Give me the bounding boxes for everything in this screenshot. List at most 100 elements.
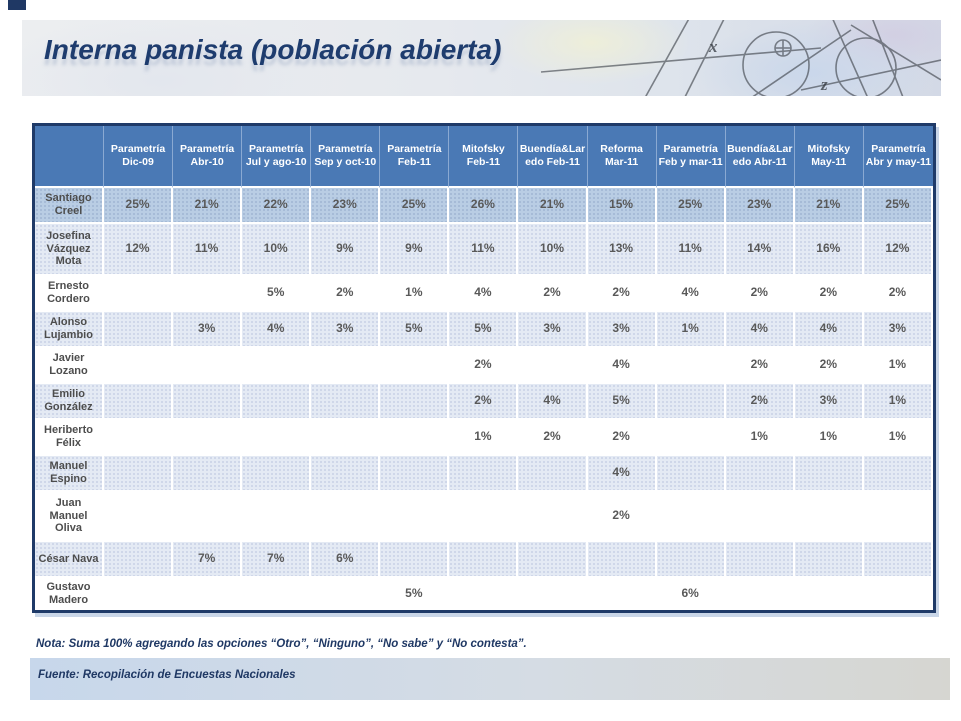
value-cell — [449, 492, 519, 542]
value-cell: 12% — [863, 224, 933, 276]
value-cell: 2% — [863, 276, 933, 312]
page-title: Interna panista (población abierta) — [44, 34, 502, 65]
value-cell: 14% — [725, 224, 795, 276]
value-cell — [311, 456, 381, 492]
value-cell: 4% — [449, 276, 519, 312]
value-cell: 3% — [311, 312, 381, 348]
value-cell: 13% — [587, 224, 657, 276]
table-row: Manuel Espino 4% — [35, 456, 933, 492]
value-cell: 25% — [380, 188, 450, 224]
value-cell — [656, 384, 726, 420]
table-row: Javier Lozano 2% 4% 2% 2% 1% — [35, 348, 933, 384]
column-header: Mitofsky May-11 — [794, 126, 864, 188]
value-cell — [311, 384, 381, 420]
value-cell: 1% — [863, 348, 933, 384]
value-cell: 1% — [449, 420, 519, 456]
value-cell: 1% — [725, 420, 795, 456]
value-cell: 4% — [794, 312, 864, 348]
value-cell: 5% — [587, 384, 657, 420]
value-cell: 3% — [173, 312, 243, 348]
table-row: Heriberto Félix 1% 2% 2% 1% 1% 1% — [35, 420, 933, 456]
source-band: Fuente: Recopilación de Encuestas Nacion… — [30, 658, 950, 700]
value-cell: 21% — [794, 188, 864, 224]
row-name-cell: Santiago Creel — [35, 188, 104, 224]
sketch-x-label: x — [708, 37, 718, 56]
value-cell — [449, 456, 519, 492]
value-cell — [656, 542, 726, 578]
value-cell — [656, 456, 726, 492]
value-cell: 2% — [587, 276, 657, 312]
value-cell — [173, 420, 243, 456]
value-cell: 2% — [449, 384, 519, 420]
value-cell — [242, 384, 312, 420]
value-cell: 21% — [173, 188, 243, 224]
value-cell: 5% — [380, 578, 450, 610]
value-cell: 11% — [656, 224, 726, 276]
value-cell — [863, 456, 933, 492]
value-cell — [104, 312, 174, 348]
value-cell: 2% — [518, 420, 588, 456]
table-row: Gustavo Madero 5% 6% — [35, 578, 933, 610]
value-cell — [794, 456, 864, 492]
value-cell — [449, 578, 519, 610]
value-cell: 11% — [173, 224, 243, 276]
value-cell — [311, 492, 381, 542]
value-cell: 2% — [587, 420, 657, 456]
row-name-cell: Juan Manuel Oliva — [35, 492, 104, 542]
value-cell: 23% — [311, 188, 381, 224]
table-header-row: Parametría Dic-09 Parametría Abr-10 Parame… — [35, 126, 933, 188]
value-cell — [104, 542, 174, 578]
value-cell — [380, 542, 450, 578]
table-row: Santiago Creel 25% 21% 22% 23% 25% 26% 21% 15% 25… — [35, 188, 933, 224]
value-cell — [242, 348, 312, 384]
value-cell: 3% — [587, 312, 657, 348]
row-name-cell: Ernesto Cordero — [35, 276, 104, 312]
math-sketch-decoration: x z — [540, 20, 941, 96]
value-cell: 1% — [863, 420, 933, 456]
value-cell — [242, 492, 312, 542]
value-cell — [518, 542, 588, 578]
title-banner: x z Interna panista (población abierta) — [22, 20, 941, 96]
row-name-cell: Alonso Lujambio — [35, 312, 104, 348]
value-cell: 11% — [449, 224, 519, 276]
value-cell: 9% — [311, 224, 381, 276]
value-cell — [173, 456, 243, 492]
value-cell: 2% — [725, 276, 795, 312]
table-row: Emilio González 2% 4% 5% 2% 3% 1% — [35, 384, 933, 420]
row-name-cell: Javier Lozano — [35, 348, 104, 384]
value-cell — [380, 420, 450, 456]
row-name-cell: Manuel Espino — [35, 456, 104, 492]
value-cell — [863, 578, 933, 610]
value-cell — [518, 492, 588, 542]
value-cell — [725, 542, 795, 578]
table-row: Juan Manuel Oliva 2% — [35, 492, 933, 542]
value-cell: 1% — [863, 384, 933, 420]
value-cell: 2% — [449, 348, 519, 384]
value-cell: 26% — [449, 188, 519, 224]
row-name-cell: Gustavo Madero — [35, 578, 104, 610]
value-cell — [104, 420, 174, 456]
row-name-cell: Emilio González — [35, 384, 104, 420]
value-cell: 4% — [656, 276, 726, 312]
value-cell: 3% — [518, 312, 588, 348]
poll-table-container: Parametría Dic-09 Parametría Abr-10 Parame… — [32, 123, 936, 613]
value-cell: 25% — [104, 188, 174, 224]
column-header: Parametría Dic-09 — [104, 126, 174, 188]
value-cell: 2% — [311, 276, 381, 312]
value-cell — [104, 456, 174, 492]
value-cell: 2% — [794, 276, 864, 312]
value-cell: 2% — [725, 348, 795, 384]
column-header: Buendía&Laredo Feb-11 — [518, 126, 588, 188]
value-cell — [242, 578, 312, 610]
slide-corner-decoration — [8, 0, 26, 10]
value-cell: 3% — [863, 312, 933, 348]
value-cell: 1% — [656, 312, 726, 348]
value-cell: 12% — [104, 224, 174, 276]
column-header: Parametría Jul y ago-10 — [242, 126, 312, 188]
value-cell: 6% — [656, 578, 726, 610]
value-cell — [794, 578, 864, 610]
table-row: César Nava 7% 7% 6% — [35, 542, 933, 578]
value-cell — [725, 578, 795, 610]
value-cell: 25% — [863, 188, 933, 224]
table-body: Santiago Creel 25% 21% 22% 23% 25% 26% 21% 15% 25… — [35, 188, 933, 610]
